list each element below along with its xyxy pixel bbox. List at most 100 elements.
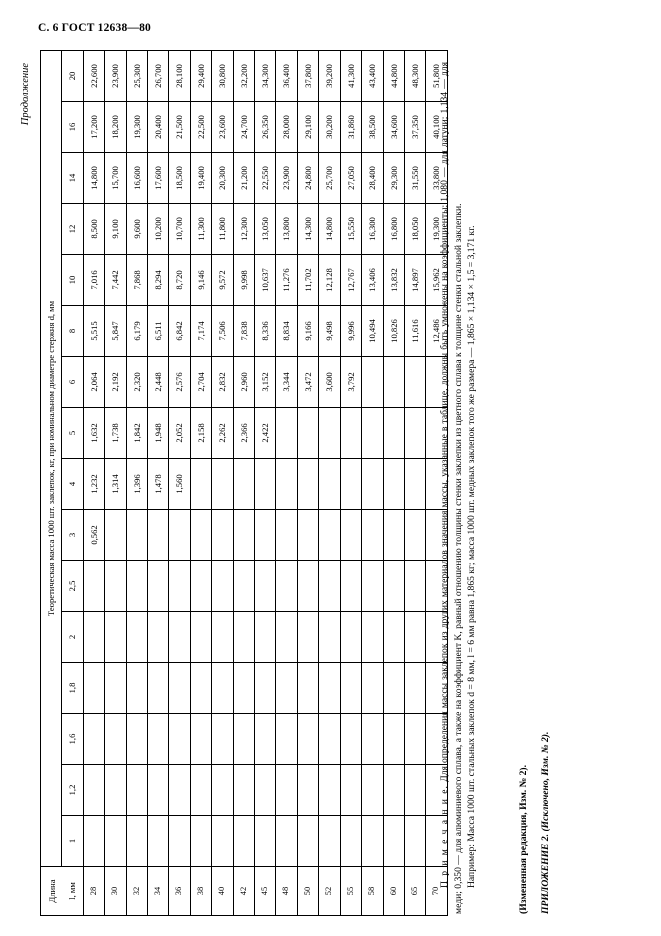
cell bbox=[340, 662, 362, 714]
cell bbox=[126, 509, 148, 561]
cell: 41,300 bbox=[340, 50, 362, 102]
row-header-length: 58 bbox=[361, 866, 383, 916]
row-header-length: 50 bbox=[297, 866, 319, 916]
diameter-header-10: 10 bbox=[61, 254, 84, 306]
cell: 29,300 bbox=[383, 152, 405, 204]
cell: 1,738 bbox=[104, 407, 127, 459]
cell: 27,050 bbox=[340, 152, 362, 204]
row-header-length: 60 bbox=[383, 866, 405, 916]
diameter-header-16: 16 bbox=[61, 101, 84, 153]
cell bbox=[318, 509, 341, 561]
cell bbox=[211, 662, 234, 714]
cell: 18,200 bbox=[104, 101, 127, 153]
cell: 9,146 bbox=[190, 254, 212, 306]
cell: 13,800 bbox=[275, 203, 298, 255]
cell bbox=[297, 458, 319, 510]
cell bbox=[318, 815, 341, 867]
cell bbox=[361, 713, 383, 765]
table-row: 52 3,600 9,498 12,128 14,800 25,700 30,200 39,2… bbox=[318, 50, 341, 916]
cell: 2,960 bbox=[233, 356, 255, 408]
cell: 16,600 bbox=[126, 152, 148, 204]
cell bbox=[254, 509, 276, 561]
cell: 16,800 bbox=[383, 203, 405, 255]
cell bbox=[297, 611, 319, 663]
row-header-length: 52 bbox=[318, 866, 341, 916]
table-title: Теоретическая масса 1000 шт. заклепок, к… bbox=[40, 50, 62, 867]
cell: 2,158 bbox=[190, 407, 212, 459]
cell bbox=[233, 611, 255, 663]
cell bbox=[275, 509, 298, 561]
cell bbox=[361, 611, 383, 663]
cell bbox=[383, 458, 405, 510]
cell bbox=[211, 560, 234, 612]
table-row: 55 3,792 9,996 12,767 15,550 27,050 31,860 41,3… bbox=[340, 50, 362, 916]
cell bbox=[190, 713, 212, 765]
cell: 2,052 bbox=[168, 407, 191, 459]
cell bbox=[168, 815, 191, 867]
cell: 9,998 bbox=[233, 254, 255, 306]
cell: 1,396 bbox=[126, 458, 148, 510]
table-row: 36 1,560 2,052 2,576 6,842 8,720 10,700 18,500 2… bbox=[168, 50, 191, 916]
cell: 31,550 bbox=[404, 152, 426, 204]
cell bbox=[104, 764, 127, 816]
cell: 24,700 bbox=[233, 101, 255, 153]
cell: 12,767 bbox=[340, 254, 362, 306]
cell: 18,050 bbox=[404, 203, 426, 255]
cell bbox=[233, 560, 255, 612]
cell: 11,800 bbox=[211, 203, 234, 255]
cell: 34,600 bbox=[383, 101, 405, 153]
note-paragraph: П р и м е ч а н и е. Для определения мас… bbox=[438, 62, 465, 914]
cell bbox=[404, 611, 426, 663]
cell: 10,700 bbox=[168, 203, 191, 255]
cell bbox=[383, 815, 405, 867]
cell bbox=[361, 815, 383, 867]
cell bbox=[361, 560, 383, 612]
cell bbox=[340, 764, 362, 816]
cell bbox=[126, 815, 148, 867]
cell: 1,948 bbox=[147, 407, 169, 459]
cell bbox=[275, 764, 298, 816]
diameter-header-5: 5 bbox=[61, 407, 84, 459]
table-row: 42 2,366 2,960 7,838 9,998 12,300 21,200 24,700… bbox=[233, 50, 255, 916]
cell: 25,300 bbox=[126, 50, 148, 102]
cell bbox=[190, 764, 212, 816]
cell bbox=[340, 713, 362, 765]
diameter-header-1-6: 1,6 bbox=[61, 713, 84, 765]
cell bbox=[104, 713, 127, 765]
cell bbox=[404, 662, 426, 714]
cell bbox=[404, 815, 426, 867]
cell bbox=[361, 764, 383, 816]
cell bbox=[126, 764, 148, 816]
cell bbox=[361, 356, 383, 408]
cell bbox=[340, 509, 362, 561]
cell: 9,600 bbox=[126, 203, 148, 255]
cell: 2,448 bbox=[147, 356, 169, 408]
cell: 5,847 bbox=[104, 305, 127, 357]
cell: 15,700 bbox=[104, 152, 127, 204]
notes-block: П р и м е ч а н и е. Для определения мас… bbox=[438, 62, 479, 914]
cell bbox=[211, 509, 234, 561]
diameter-header-1: 1 bbox=[61, 815, 84, 867]
cell bbox=[404, 764, 426, 816]
table-title-row: Длина l, мм Теоретическая масса 1000 шт.… bbox=[40, 50, 84, 916]
cell bbox=[297, 815, 319, 867]
cell: 1,314 bbox=[104, 458, 127, 510]
row-header-length: 34 bbox=[147, 866, 169, 916]
cell bbox=[168, 560, 191, 612]
cell: 7,838 bbox=[233, 305, 255, 357]
length-column-header: Длина l, мм bbox=[40, 866, 84, 916]
row-header-length: 42 bbox=[233, 866, 255, 916]
cell bbox=[190, 662, 212, 714]
cell: 29,100 bbox=[297, 101, 319, 153]
cell: 14,300 bbox=[297, 203, 319, 255]
cell: 30,200 bbox=[318, 101, 341, 153]
diameter-header-4: 4 bbox=[61, 458, 84, 510]
cell: 3,152 bbox=[254, 356, 276, 408]
cell bbox=[211, 764, 234, 816]
diameter-header-6: 6 bbox=[61, 356, 84, 408]
cell bbox=[83, 815, 105, 867]
cell: 1,560 bbox=[168, 458, 191, 510]
cell: 15,550 bbox=[340, 203, 362, 255]
cell bbox=[233, 509, 255, 561]
cell bbox=[126, 713, 148, 765]
